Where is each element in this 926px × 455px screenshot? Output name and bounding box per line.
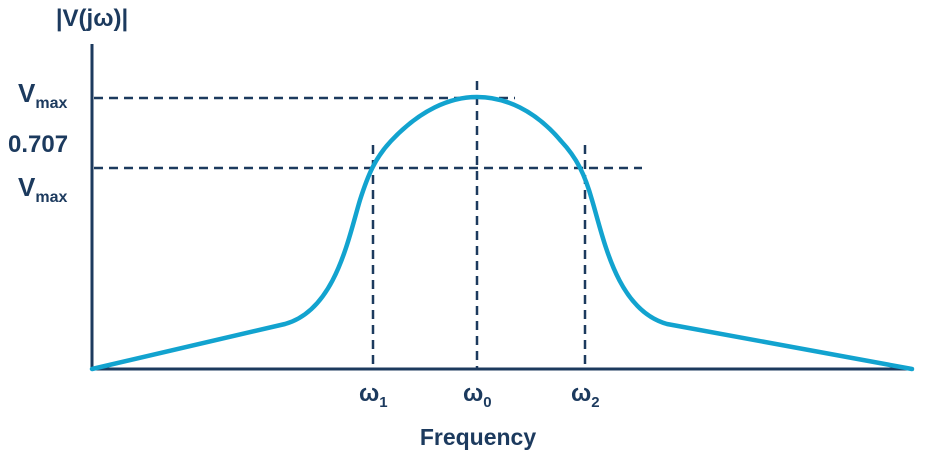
frequency-response-curve bbox=[89, 94, 915, 372]
half-power-main: V bbox=[18, 172, 36, 202]
y-axis-title: |V(jω)| bbox=[56, 5, 128, 32]
peak-level-main: V bbox=[18, 78, 36, 108]
peak-level-subscript: max bbox=[35, 95, 67, 112]
center-frequency-label: ω0 bbox=[463, 380, 492, 411]
center-frequency-main: ω bbox=[463, 380, 483, 407]
upper-frequency-label: ω2 bbox=[571, 380, 600, 411]
peak-level-label: Vmax bbox=[18, 78, 67, 112]
half-power-coefficient: 0.707 bbox=[8, 131, 68, 158]
upper-frequency-subscript: 2 bbox=[591, 394, 599, 411]
half-power-subscript: max bbox=[35, 189, 67, 206]
half-power-level-label: Vmax bbox=[18, 172, 67, 206]
lower-frequency-main: ω bbox=[359, 380, 379, 407]
center-frequency-subscript: 0 bbox=[483, 394, 491, 411]
lower-frequency-label: ω1 bbox=[359, 380, 388, 411]
upper-frequency-main: ω bbox=[571, 380, 591, 407]
x-axis-title: Frequency bbox=[420, 424, 537, 450]
lower-frequency-subscript: 1 bbox=[379, 394, 387, 411]
